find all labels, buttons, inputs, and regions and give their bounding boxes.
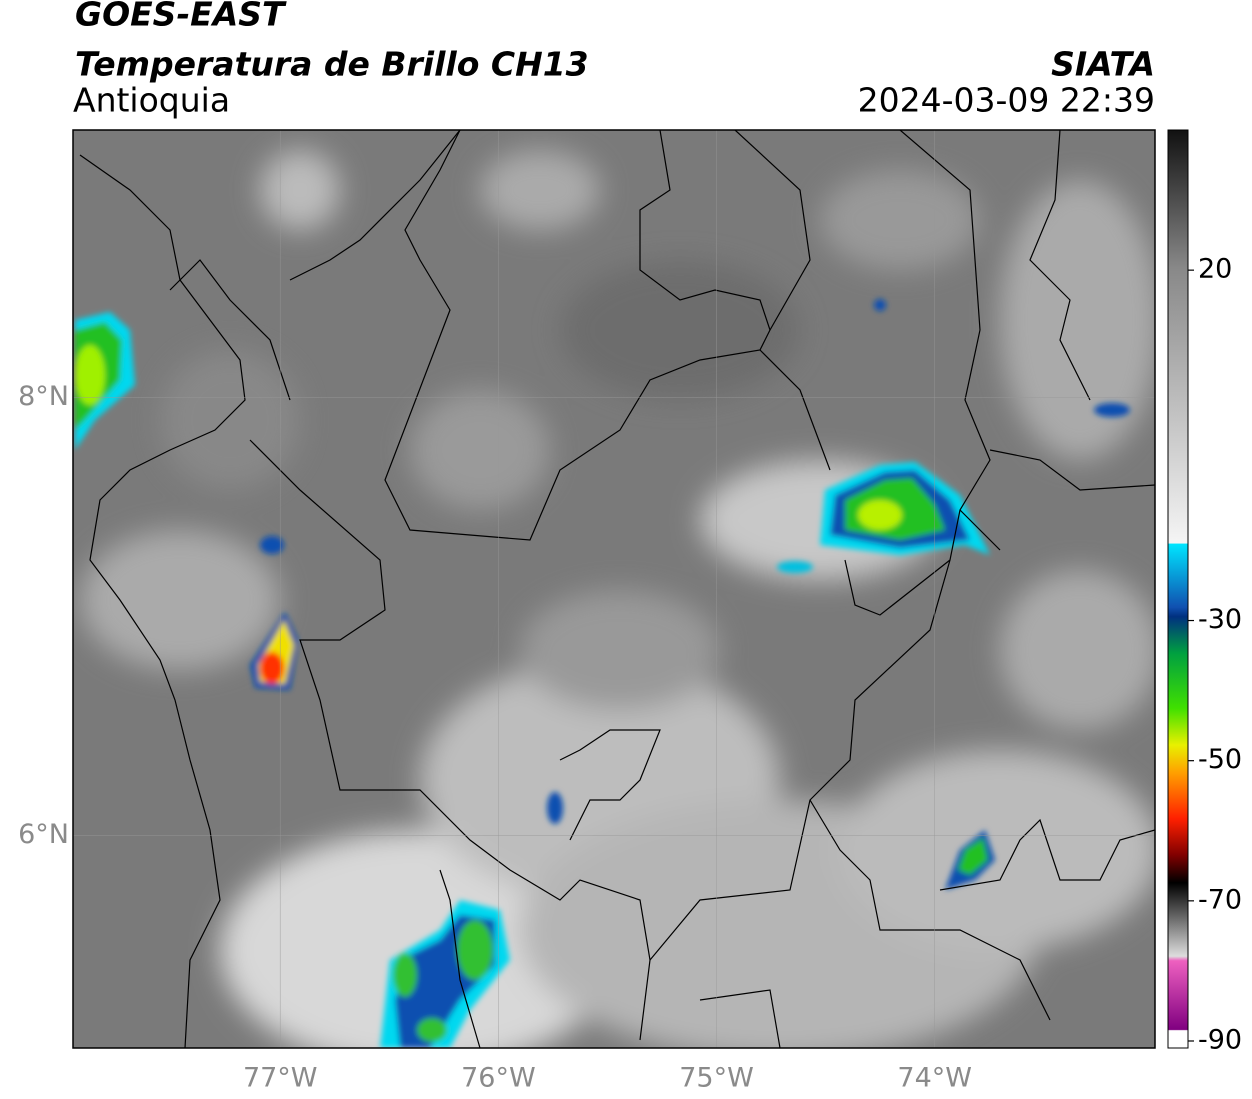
timestamp: 2024-03-09 22:39: [858, 81, 1155, 120]
colorbar-tick-label: -70: [1198, 884, 1242, 915]
source: SIATA: [1051, 45, 1155, 84]
storm-cells: [75, 299, 1130, 1048]
colorbar-tick-label: -50: [1198, 744, 1242, 775]
colorbar-tick-label: -30: [1198, 604, 1242, 635]
x-tick-label: 75°W: [679, 1063, 754, 1094]
colorbar-tick-label: -90: [1198, 1024, 1242, 1055]
subtitle: Temperatura de Brillo CH13: [75, 45, 589, 84]
map-image: [73, 130, 1155, 1048]
colorbar: [1167, 129, 1189, 1049]
title: GOES-EAST: [75, 0, 287, 34]
y-tick-label: 6°N: [18, 819, 69, 850]
colorbar-tick-label: 20: [1198, 254, 1232, 285]
x-tick-label: 74°W: [897, 1063, 972, 1094]
region: Antioquia: [73, 81, 230, 120]
x-tick-label: 76°W: [461, 1063, 536, 1094]
borders: [79, 130, 1155, 1048]
grid: [73, 130, 1155, 1048]
x-tick-label: 77°W: [243, 1063, 318, 1094]
y-tick-label: 8°N: [18, 381, 69, 412]
map-frame: [72, 129, 1156, 1049]
